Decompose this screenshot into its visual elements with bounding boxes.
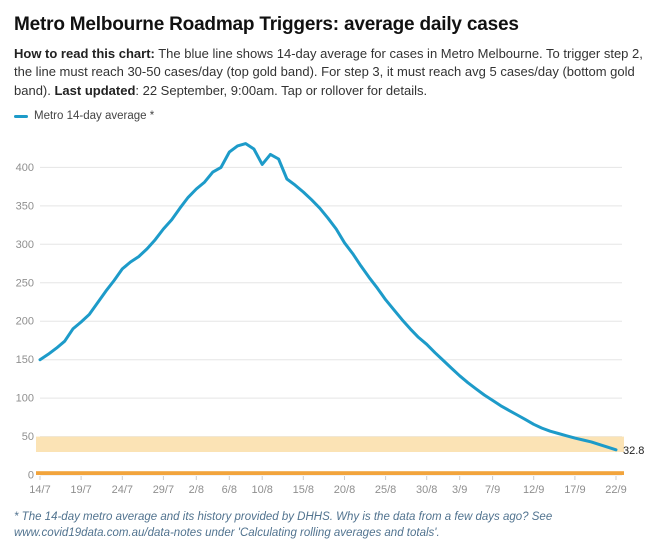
x-axis-tick-label: 25/8	[375, 484, 396, 496]
trigger-band	[36, 471, 624, 476]
y-axis-tick-label: 250	[16, 277, 34, 289]
line-chart[interactable]: 0 50 100 150 200 250 300 350 400 14/7 19/7 24/7 29/7…	[6, 123, 658, 505]
y-axis-tick-label: 150	[16, 354, 34, 366]
legend-label: Metro 14-day average *	[34, 110, 155, 123]
footnote: * The 14-day metro average and its histo…	[14, 511, 553, 540]
y-axis-tick-label: 200	[16, 316, 34, 328]
y-axis-tick-label: 350	[16, 201, 34, 213]
trigger-band	[36, 436, 624, 453]
x-axis-tick-label: 20/8	[334, 484, 355, 496]
y-axis-tick-label: 100	[16, 393, 34, 405]
end-value-label: 32.8	[623, 445, 644, 457]
x-axis-tick-label: 19/7	[70, 484, 91, 496]
x-axis-tick-label: 2/8	[189, 484, 204, 496]
x-axis-tick-label: 6/8	[222, 484, 237, 496]
x-axis-tick-label: 14/7	[29, 484, 50, 496]
y-axis-tick-label: 50	[22, 431, 34, 443]
x-axis-tick-label: 22/9	[605, 484, 626, 496]
description-bold-last-updated: Last updated	[54, 82, 136, 98]
y-axis-tick-label: 400	[16, 162, 34, 174]
metro-average-line[interactable]	[38, 142, 618, 452]
x-axis-tick-label: 24/7	[112, 484, 133, 496]
line-series-swatch-icon	[14, 114, 28, 118]
y-axis-tick-label: 0	[28, 470, 34, 482]
chart-area[interactable]: 0 50 100 150 200 250 300 350 400 14/7 19/7 24/7 29/7…	[6, 123, 646, 505]
y-axis-tick-label: 300	[16, 239, 34, 251]
x-axis-tick-label: 15/8	[293, 484, 314, 496]
x-axis-tick-label: 30/8	[416, 484, 437, 496]
page-title: Metro Melbourne Roadmap Triggers: averag…	[14, 14, 519, 35]
x-axis-tick-label: 12/9	[523, 484, 544, 496]
x-axis-tick-label: 7/9	[485, 484, 500, 496]
x-axis-tick-label: 17/9	[564, 484, 585, 496]
chart-legend: Metro 14-day average *	[14, 110, 646, 122]
x-axis-tick-label: 29/7	[153, 484, 174, 496]
description-text-2: : 22 September, 9:00am. Tap or rollover …	[135, 82, 428, 98]
description-bold-how-to-read: How to read this chart:	[14, 45, 155, 61]
description-text-1: The blue line shows 14-day average for c…	[14, 45, 643, 98]
x-axis-tick-label: 3/9	[452, 484, 467, 496]
x-axis-tick-label: 10/8	[251, 484, 272, 496]
chart-description: How to read this chart: The blue line sh…	[14, 45, 646, 100]
